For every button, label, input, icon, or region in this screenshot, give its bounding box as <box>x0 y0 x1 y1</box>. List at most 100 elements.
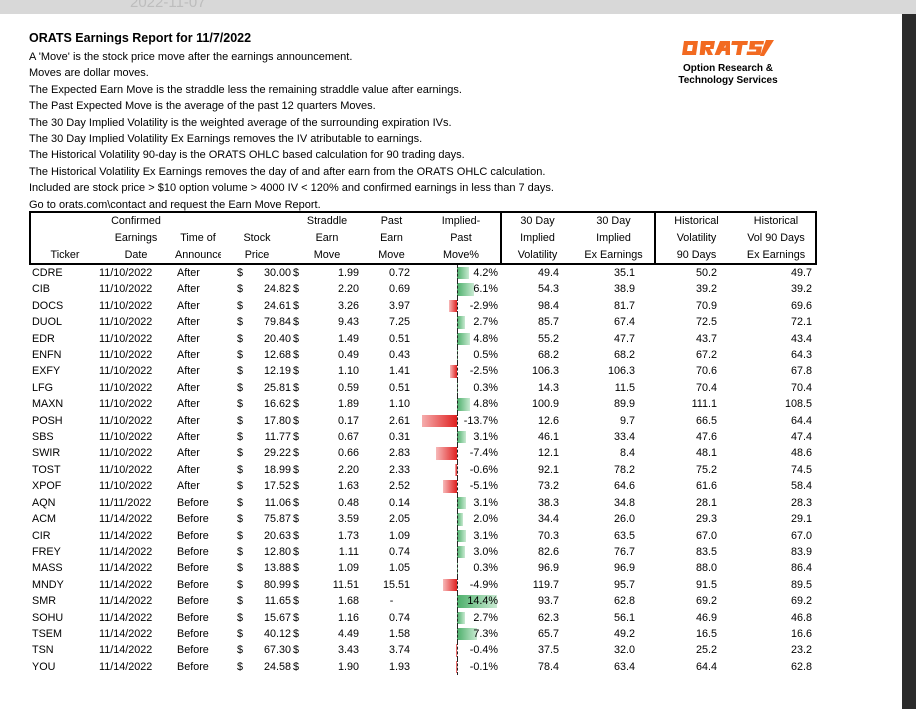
straddle-move-cell: $1.16 <box>293 610 361 626</box>
straddle-move-cell: $3.26 <box>293 298 361 314</box>
straddle-move-cell-value: 3.43 <box>337 644 359 657</box>
past-move-cell: 7.25 <box>388 316 410 329</box>
iv30ex-cell: 96.9 <box>613 562 635 575</box>
stock-price-cell-value: 40.12 <box>263 627 291 640</box>
implied-past-cell: 4.8% <box>422 396 501 413</box>
past-move-cell: 2.52 <box>388 480 410 493</box>
implied-past-cell: -0.6% <box>422 461 501 479</box>
implied-past-cell: 4.2% <box>422 264 501 282</box>
hv90ex-cell: 46.8 <box>790 611 812 624</box>
implied-past-bar <box>443 578 457 592</box>
column-header: Volatility <box>676 232 717 244</box>
straddle-move-cell: $2.20 <box>293 462 361 478</box>
hv90-cell: 70.9 <box>695 299 717 312</box>
currency-symbol: $ <box>293 529 300 542</box>
past-move-cell: 0.74 <box>388 611 410 624</box>
earnings-date-cell: 11/14/2022 <box>99 660 153 673</box>
stock-price-cell-value: 24.58 <box>263 660 291 673</box>
implied-past-cell: 2.0% <box>422 511 501 528</box>
iv30-cell: 14.3 <box>537 381 559 394</box>
implied-past-cell: 14.4% <box>422 593 501 610</box>
earnings-date-cell: 11/14/2022 <box>99 545 153 558</box>
table-row: YOU 11/14/2022 Before $24.58 $1.90 1.93 -0.1% 7… <box>30 658 816 676</box>
hv90ex-cell: 108.5 <box>784 398 812 411</box>
hv90-cell: 70.4 <box>695 381 717 394</box>
bar-axis <box>457 461 458 479</box>
straddle-move-cell: $1.10 <box>293 363 361 379</box>
column-header: Ex Earnings <box>737 246 817 265</box>
announce-time-cell: After <box>177 283 200 296</box>
earnings-date-cell: 11/10/2022 <box>99 480 153 493</box>
hv90-cell: 72.5 <box>695 316 717 329</box>
ticker-cell: FREY <box>32 545 61 558</box>
past-move-cell: 0.31 <box>388 431 410 444</box>
table-row: DOCS 11/10/2022 After $24.61 $3.26 3.97 -2.9% 9… <box>30 297 816 315</box>
report-note: The Historical Volatility 90-day is the … <box>29 149 465 162</box>
currency-symbol: $ <box>237 463 244 476</box>
currency-symbol: $ <box>237 480 244 493</box>
straddle-move-cell-value: 1.16 <box>337 611 359 624</box>
implied-past-value: 3.0% <box>473 545 498 558</box>
past-move-cell: 15.51 <box>382 578 410 591</box>
column-header: Past <box>422 229 502 247</box>
iv30-cell: 34.4 <box>537 513 559 526</box>
hv90ex-cell: 29.1 <box>790 513 812 526</box>
column-header: Date <box>97 246 175 265</box>
column-header <box>29 229 97 247</box>
header-row: Ticker Date Announce Price Move Move Move% Vola… <box>29 246 817 265</box>
implied-past-bar <box>457 316 465 329</box>
currency-symbol: $ <box>237 283 244 296</box>
straddle-move-cell: $0.48 <box>293 495 361 511</box>
iv30-cell: 55.2 <box>537 332 559 345</box>
currency-symbol: $ <box>237 431 244 444</box>
hv90-cell: 46.9 <box>695 611 717 624</box>
stock-price-cell: $11.06 <box>221 495 293 511</box>
currency-symbol: $ <box>237 611 244 624</box>
announce-time-cell: After <box>177 316 200 329</box>
earnings-date-cell: 11/10/2022 <box>99 316 153 329</box>
iv30-cell: 70.3 <box>537 529 559 542</box>
implied-past-cell: 3.1% <box>422 429 501 446</box>
straddle-move-cell: $3.43 <box>293 642 361 658</box>
implied-past-value: -2.5% <box>469 365 498 378</box>
straddle-move-cell: $4.49 <box>293 626 361 642</box>
column-header: Vol 90 Days <box>737 229 817 247</box>
iv30-cell: 93.7 <box>537 595 559 608</box>
announce-time-cell: Before <box>177 578 209 591</box>
implied-past-cell: 0.3% <box>422 560 501 577</box>
stock-price-cell-value: 25.81 <box>263 381 291 394</box>
earnings-date-cell: 11/10/2022 <box>99 398 153 411</box>
straddle-move-cell-value: 11.51 <box>332 578 359 591</box>
implied-past-cell: -0.1% <box>422 658 501 676</box>
straddle-move-cell: $1.09 <box>293 560 361 576</box>
hv90ex-cell: 89.5 <box>790 578 812 591</box>
earnings-table: Confirmed Straddle Past Implied- 30 Day 30 Da… <box>29 211 817 676</box>
table-row: XPOF 11/10/2022 After $17.52 $1.63 2.52 -5.1% 7… <box>30 478 816 495</box>
stock-price-cell-value: 29.22 <box>263 447 291 460</box>
column-header: Implied <box>573 229 656 247</box>
stock-price-cell: $12.80 <box>221 544 293 560</box>
hv90ex-cell: 67.8 <box>790 365 812 378</box>
announce-time-cell: After <box>177 398 200 411</box>
announce-time-cell: Before <box>177 660 209 673</box>
hv90ex-cell: 70.4 <box>790 381 812 394</box>
table-row: MASS 11/14/2022 Before $13.88 $1.09 1.05 0.3% 9… <box>30 560 816 577</box>
iv30ex-cell: 9.7 <box>619 414 635 427</box>
iv30ex-cell: 76.7 <box>613 545 635 558</box>
stock-price-cell-value: 11.77 <box>264 431 291 444</box>
currency-symbol: $ <box>293 644 300 657</box>
background-window-edge <box>902 14 916 709</box>
iv30ex-cell: 63.4 <box>613 660 635 673</box>
iv30ex-cell: 34.8 <box>613 496 635 509</box>
column-header: Time of <box>180 232 216 244</box>
bar-axis <box>457 412 458 430</box>
implied-past-value: -13.7% <box>463 414 498 427</box>
earnings-date-cell: 11/14/2022 <box>99 595 153 608</box>
stock-price-cell: $20.63 <box>221 528 293 544</box>
stock-price-cell-value: 30.00 <box>263 267 291 279</box>
straddle-move-cell-value: 4.49 <box>337 627 359 640</box>
hv90ex-cell: 48.6 <box>790 447 812 460</box>
bar-axis <box>457 593 458 610</box>
bar-axis <box>457 396 458 413</box>
stock-price-cell-value: 79.84 <box>263 316 291 329</box>
